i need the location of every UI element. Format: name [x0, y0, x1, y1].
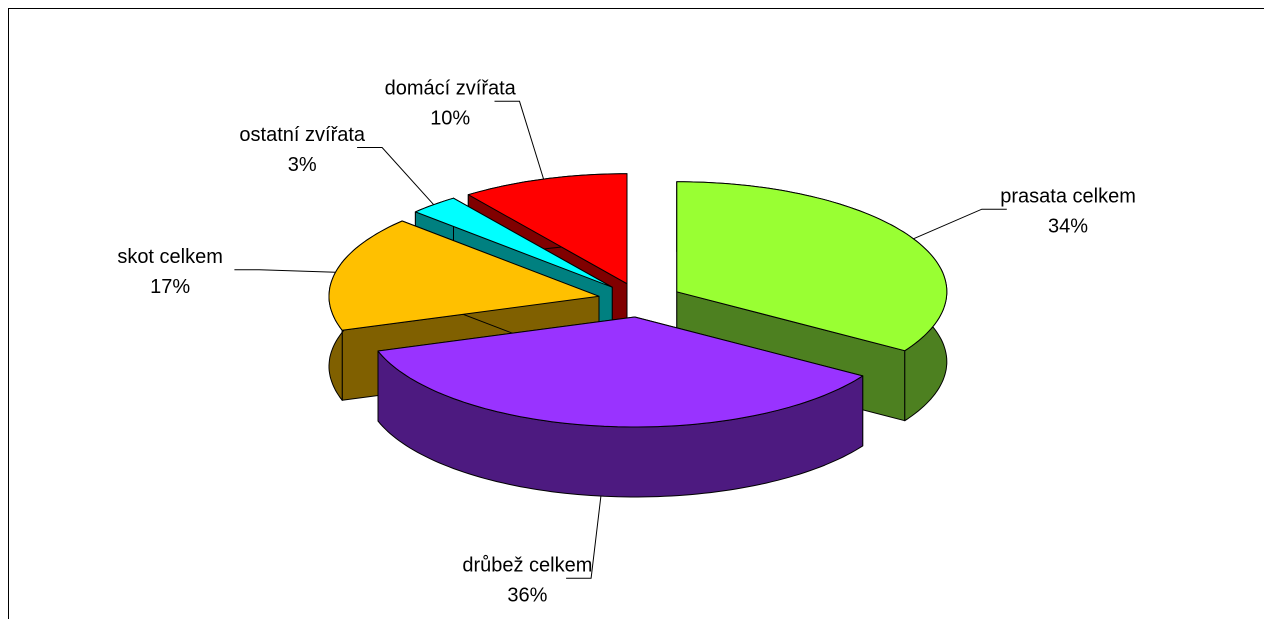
- slice-label-name: prasata celkem: [1000, 185, 1136, 207]
- slice-label-value: 10%: [430, 108, 470, 130]
- leader-line: [234, 269, 336, 273]
- slice-label-name: domácí zvířata: [385, 78, 517, 100]
- slice-label-name: ostatní zvířata: [239, 124, 365, 146]
- slice: [377, 316, 864, 498]
- slice-top: [328, 220, 600, 331]
- slice-label-name: skot celkem: [117, 246, 223, 268]
- slice-label-value: 3%: [288, 154, 317, 176]
- chart-frame: [8, 8, 1264, 619]
- slice-label-value: 17%: [150, 276, 190, 298]
- slice-top: [377, 316, 864, 428]
- leader-line: [566, 496, 602, 579]
- leader-line: [913, 208, 1007, 240]
- leader-line: [357, 147, 435, 206]
- slice: [676, 181, 948, 422]
- slice-label-value: 36%: [507, 584, 547, 606]
- slice-label-name: drůbež celkem: [462, 554, 592, 576]
- slice-label-value: 34%: [1048, 215, 1088, 237]
- leader-line: [494, 100, 545, 180]
